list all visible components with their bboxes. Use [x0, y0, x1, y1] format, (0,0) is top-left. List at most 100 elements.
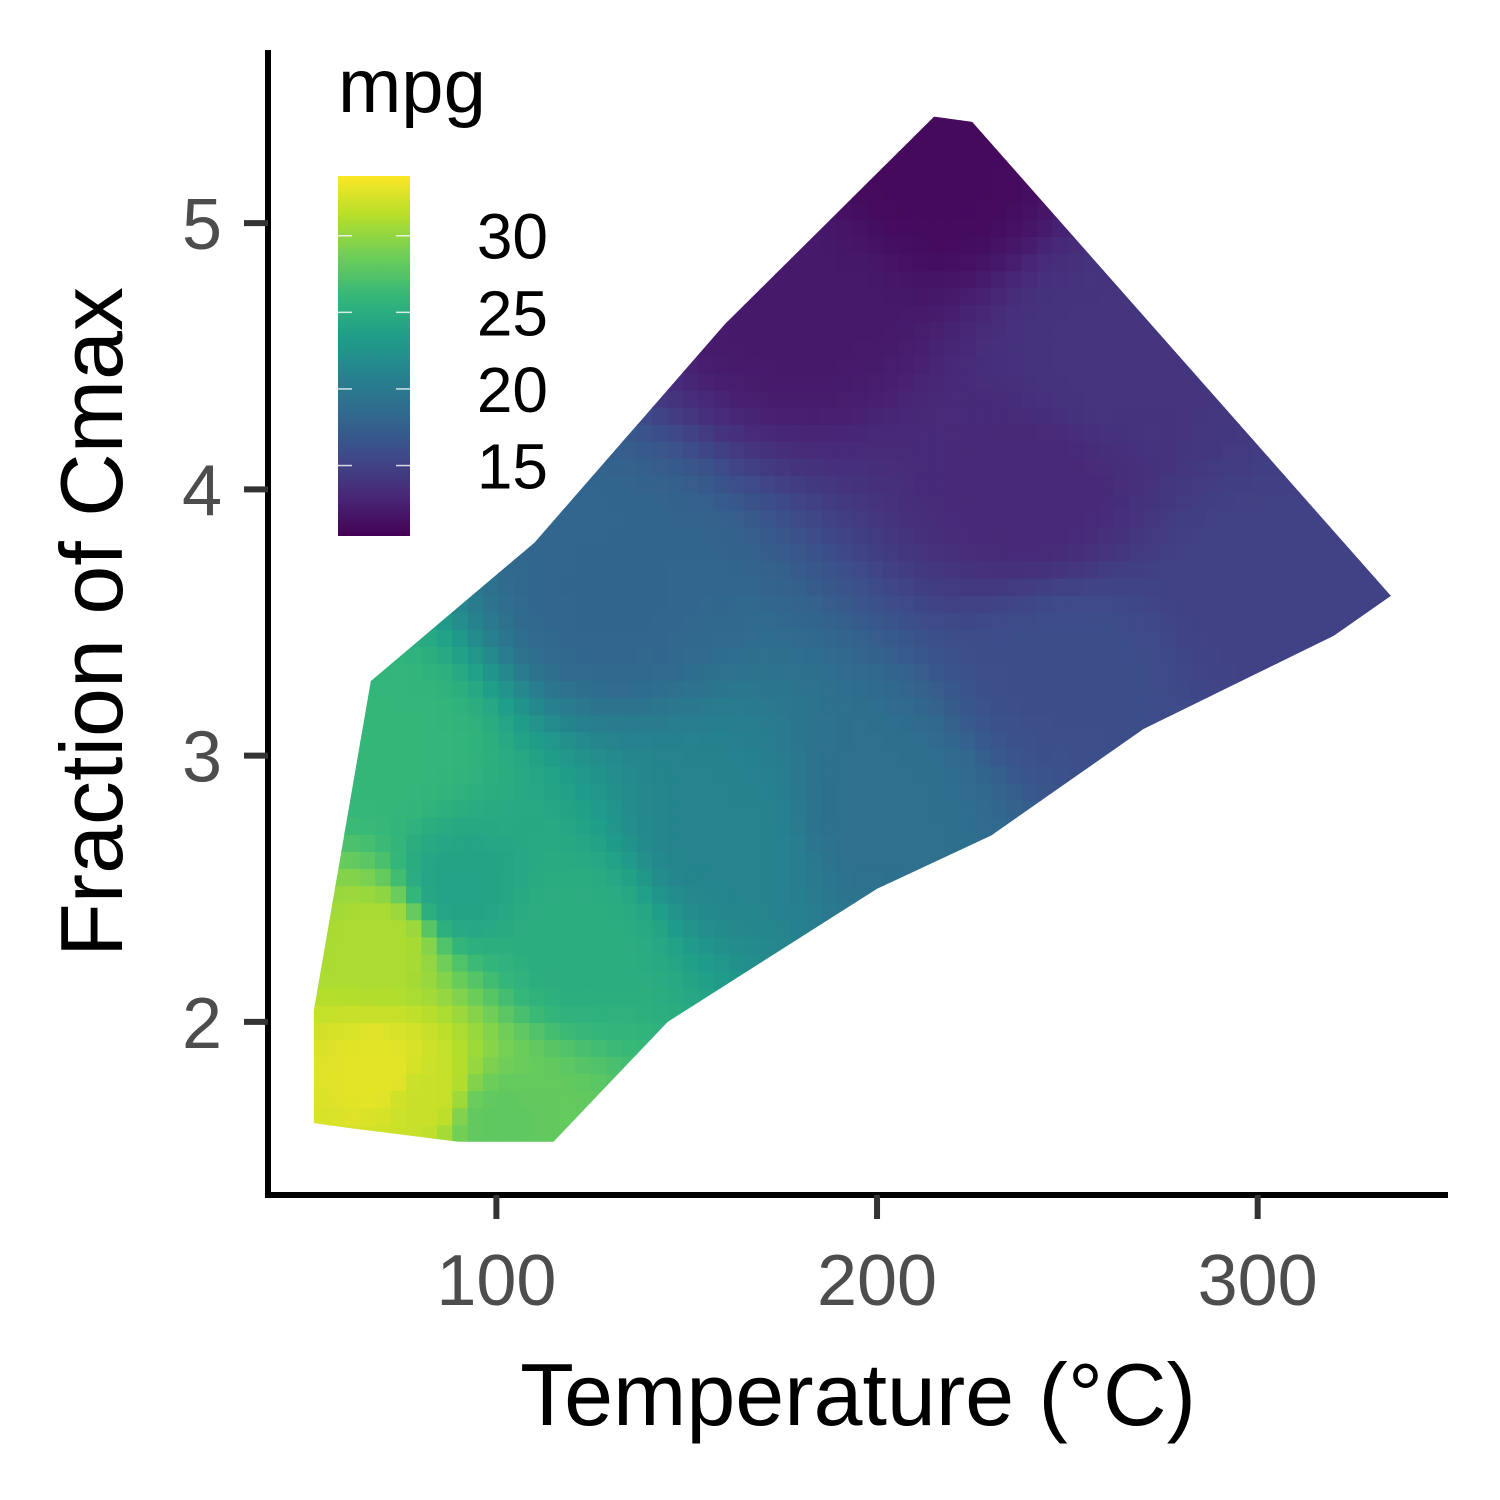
heatmap-cell: [1113, 1039, 1130, 1057]
heatmap-cell: [529, 150, 546, 169]
heatmap-cell: [1190, 1090, 1207, 1109]
heatmap-cell: [436, 338, 453, 357]
heatmap-cell: [652, 492, 669, 511]
heatmap-cell: [1375, 304, 1391, 323]
heatmap-cell: [913, 321, 930, 340]
heatmap-cell: [883, 492, 900, 511]
heatmap-cell: [698, 953, 715, 972]
heatmap-cell: [636, 595, 653, 613]
heatmap-cell: [1344, 595, 1361, 613]
heatmap-cell: [898, 1022, 915, 1040]
heatmap-cell: [1267, 304, 1284, 323]
heatmap-cell: [683, 970, 700, 989]
heatmap-cell: [559, 253, 576, 272]
heatmap-cell: [1160, 150, 1177, 169]
heatmap-cell: [498, 1124, 515, 1142]
heatmap-cell: [1298, 885, 1315, 904]
heatmap-cell: [867, 782, 884, 801]
heatmap-cell: [375, 885, 392, 904]
heatmap-cell: [1344, 1124, 1361, 1142]
heatmap-cell: [1298, 407, 1315, 425]
heatmap-cell: [929, 851, 946, 870]
heatmap-cell: [1267, 663, 1284, 682]
heatmap-cell: [652, 1073, 669, 1092]
heatmap-cell: [590, 663, 607, 682]
heatmap-cell: [990, 1090, 1007, 1109]
heatmap-cell: [1037, 868, 1054, 887]
heatmap-cell: [929, 304, 946, 323]
heatmap-cell: [1314, 560, 1331, 579]
heatmap-cell: [667, 184, 684, 203]
heatmap-cell: [1037, 270, 1054, 289]
heatmap-cell: [1144, 1073, 1161, 1092]
heatmap-cell: [1006, 253, 1023, 272]
heatmap-cell: [898, 389, 915, 408]
heatmap-cell: [1314, 851, 1331, 870]
heatmap-cell: [452, 1090, 469, 1109]
heatmap-cell: [852, 834, 869, 852]
heatmap-cell: [1144, 885, 1161, 904]
heatmap-cell: [1206, 321, 1223, 340]
heatmap-cell: [821, 1039, 838, 1057]
heatmap-cell: [775, 338, 792, 357]
heatmap-cell: [513, 1090, 530, 1109]
heatmap-cell: [898, 560, 915, 579]
heatmap-cell: [667, 424, 684, 442]
heatmap-cell: [867, 424, 884, 442]
heatmap-cell: [960, 560, 977, 579]
heatmap-cell: [329, 646, 346, 664]
heatmap-cell: [960, 988, 977, 1006]
heatmap-cell: [1083, 782, 1100, 801]
heatmap-cell: [1314, 1005, 1331, 1023]
heatmap-cell: [1160, 663, 1177, 682]
heatmap-cell: [483, 1073, 500, 1092]
heatmap-cell: [452, 441, 469, 459]
heatmap-cell: [1175, 321, 1192, 340]
heatmap-cell: [867, 1039, 884, 1057]
heatmap-cell: [1314, 663, 1331, 682]
heatmap-cell: [590, 714, 607, 733]
heatmap-cell: [1098, 577, 1115, 596]
heatmap-cell: [544, 543, 561, 562]
heatmap-cell: [1237, 372, 1254, 391]
heatmap-cell: [1221, 595, 1238, 613]
heatmap-cell: [606, 304, 623, 323]
heatmap-cell: [867, 851, 884, 870]
heatmap-cell: [713, 782, 730, 801]
heatmap-cell: [406, 1107, 423, 1126]
heatmap-cell: [1083, 1090, 1100, 1109]
heatmap-cell: [1129, 1073, 1146, 1092]
heatmap-cell: [544, 1039, 561, 1057]
heatmap-cell: [1252, 287, 1269, 306]
heatmap-cell: [821, 868, 838, 887]
heatmap-cell: [683, 885, 700, 904]
heatmap-cell: [1052, 270, 1069, 289]
heatmap-cell: [852, 629, 869, 647]
heatmap-cell: [821, 236, 838, 254]
heatmap-cell: [1221, 509, 1238, 528]
heatmap-cell: [1283, 800, 1300, 818]
heatmap-cell: [929, 560, 946, 579]
heatmap-cell: [467, 509, 484, 528]
heatmap-cell: [1298, 1073, 1315, 1092]
heatmap-cell: [1344, 953, 1361, 972]
heatmap-cell: [329, 902, 346, 921]
heatmap-cell: [652, 612, 669, 630]
heatmap-cell: [1083, 936, 1100, 955]
heatmap-cell: [883, 680, 900, 699]
heatmap-cell: [806, 577, 823, 596]
heatmap-cell: [898, 988, 915, 1006]
heatmap-cell: [683, 236, 700, 254]
heatmap-cell: [575, 748, 592, 767]
heatmap-cell: [1113, 919, 1130, 938]
heatmap-cell: [929, 885, 946, 904]
heatmap-cell: [529, 526, 546, 545]
heatmap-cell: [1113, 458, 1130, 477]
heatmap-cell: [1175, 458, 1192, 477]
heatmap-cell: [775, 116, 792, 135]
heatmap-cell: [852, 953, 869, 972]
heatmap-cell: [667, 731, 684, 750]
heatmap-cell: [1283, 509, 1300, 528]
heatmap-cell: [513, 1005, 530, 1023]
heatmap-cell: [821, 714, 838, 733]
